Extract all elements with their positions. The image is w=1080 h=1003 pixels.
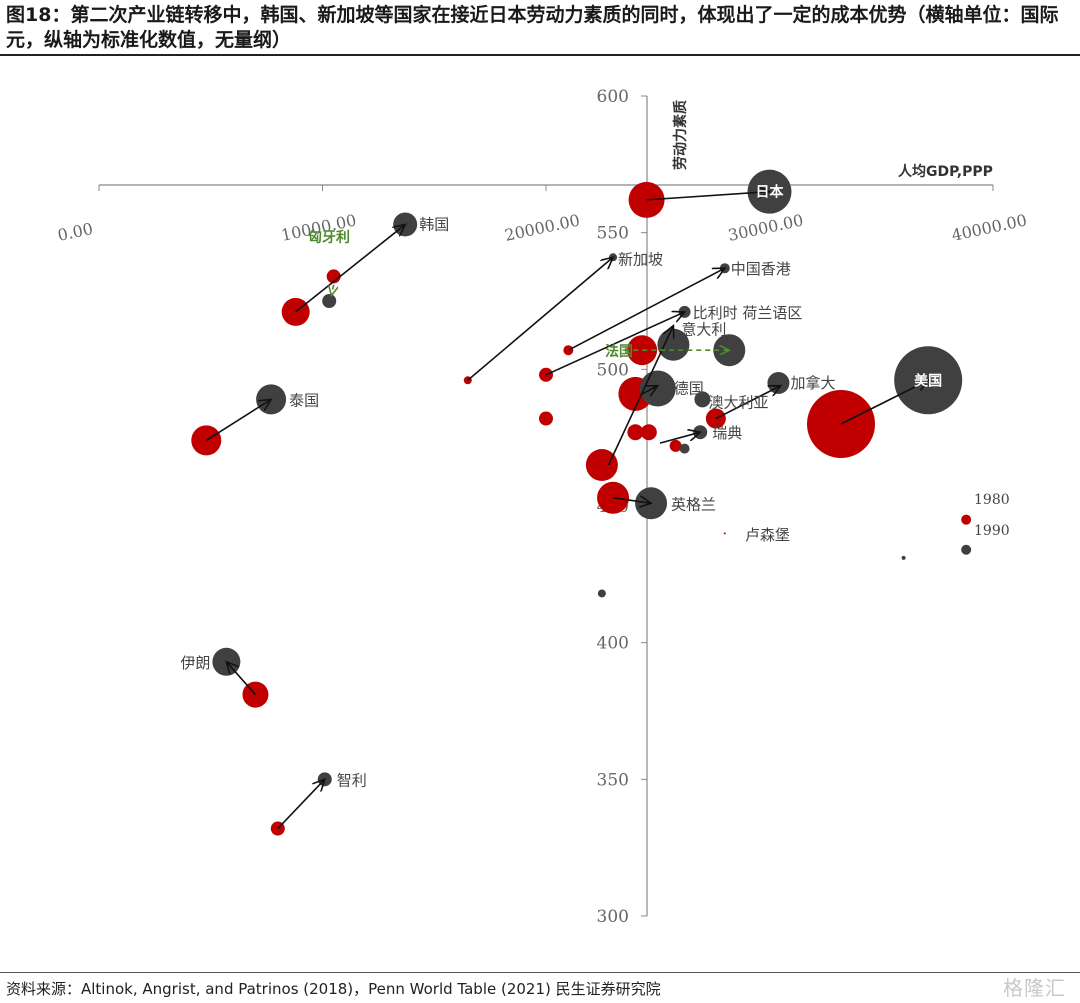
dashed-arrow [331,284,333,296]
trend-arrow [226,662,257,696]
data-point [679,443,690,454]
data-point [539,411,553,426]
data-point [322,294,337,308]
y-axis-title: 劳动力素质 [672,100,689,170]
point-label: 美国 [914,372,942,389]
data-point [901,555,906,560]
point-label: 新加坡 [618,250,663,268]
point-label: 德国 [674,379,704,397]
figure-title: 图18：第二次产业链转移中，韩国、新加坡等国家在接近日本劳动力素质的同时，体现出… [6,4,1059,51]
data-point [326,269,341,284]
point-label: 加拿大 [790,374,835,392]
y-tick-label: 350 [597,770,629,790]
data-point [961,544,972,555]
point-label: 意大利 [681,321,726,339]
data-point [694,391,711,408]
y-tick-label: 300 [597,907,629,927]
x-tick-label: 20000.00 [503,210,582,244]
data-point [640,424,657,441]
data-point [627,335,658,366]
point-label: 智利 [337,771,367,789]
y-tick-label: 600 [597,87,629,107]
point-label: 韩国 [419,215,449,233]
annotation-label: 卢森堡 [745,526,790,544]
data-point [723,532,726,535]
point-label: 瑞典 [712,424,742,442]
axes-layer: 0.00 10000.00 20000.00 30000.00 40000.003003… [56,87,1029,927]
scatter-chart: 0.00 10000.00 20000.00 30000.00 40000.003003… [56,87,1029,927]
trend-arrow [467,257,613,381]
data-point [585,449,618,481]
x-axis-title: 人均GDP,PPP [898,163,993,180]
footer-divider [0,972,1080,973]
trend-arrow [277,779,325,830]
source-note: 资料来源：Altinok, Angrist, and Patrinos (201… [6,980,661,998]
point-label: 泰国 [289,391,319,409]
data-point [627,424,644,441]
trend-arrow [641,386,658,394]
point-label: 中国香港 [731,260,791,278]
point-label: 英格兰 [671,495,716,513]
trend-arrow [545,312,685,376]
data-point [281,297,310,326]
trend-arrow [659,432,700,444]
point-label: 澳大利亚 [708,393,768,411]
point-label: 伊朗 [180,654,210,672]
point-label: 日本 [756,184,785,201]
arrows-layer [205,192,928,830]
point-label: 比利时 荷兰语区 [693,304,803,322]
trend-arrow [840,380,928,425]
data-point [639,370,676,407]
annotation-label: 法国 [605,343,633,360]
trend-arrow [612,498,651,503]
legend-label: 1980 [974,492,1010,508]
trend-arrow [295,224,406,313]
watermark: 格隆汇 [1003,976,1066,1000]
trend-arrow [646,192,770,201]
trend-arrow [607,326,674,466]
title-divider [0,54,1080,56]
trend-arrow [205,399,271,442]
series-1990 [212,169,972,787]
x-tick-label: 0.00 [56,219,95,245]
y-tick-label: 500 [597,360,629,380]
annotation-label: 匈牙利 [308,229,350,246]
legend-label: 1990 [974,523,1010,539]
series-1980 [191,181,972,836]
data-point [669,439,682,452]
y-tick-label: 550 [597,224,629,244]
data-point [961,514,972,525]
trend-arrow [567,268,724,351]
data-point [597,589,606,598]
x-tick-label: 40000.00 [950,210,1029,244]
trend-arrow [715,386,781,420]
y-tick-label: 400 [597,634,629,654]
x-tick-label: 30000.00 [726,210,805,244]
